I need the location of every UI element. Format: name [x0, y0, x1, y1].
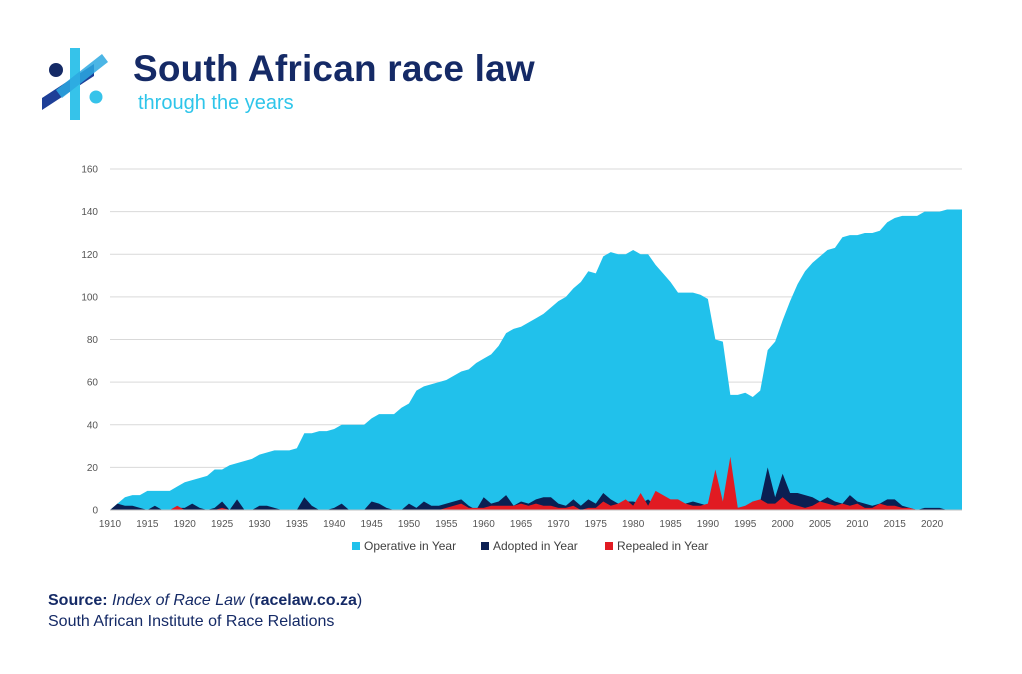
legend-swatch	[481, 542, 489, 550]
area-series-operative-in-year	[110, 209, 962, 511]
source-site[interactable]: racelaw.co.za	[254, 592, 357, 609]
y-tick-label: 140	[81, 207, 98, 218]
x-tick-label: 1980	[622, 519, 645, 530]
legend-item: Operative in Year	[352, 539, 456, 553]
legend-swatch	[352, 542, 360, 550]
legend-swatch	[605, 542, 613, 550]
legend-item: Adopted in Year	[481, 539, 578, 553]
x-tick-label: 1945	[360, 519, 383, 530]
x-tick-label: 2015	[884, 519, 907, 530]
x-tick-label: 1920	[174, 519, 197, 530]
y-tick-label: 160	[81, 165, 98, 176]
x-tick-label: 2005	[809, 519, 832, 530]
race-law-area-chart: 0 20 40 60 80 100 120 140 160 1910 1915 1920 1925 193…	[81, 165, 962, 553]
x-tick-label: 1935	[286, 519, 309, 530]
page-title: South African race law	[133, 48, 535, 89]
x-tick-label: 1915	[136, 519, 159, 530]
legend-label: Adopted in Year	[493, 539, 578, 553]
x-tick-label: 1975	[585, 519, 608, 530]
y-tick-label: 0	[92, 506, 98, 517]
axes: 0 20 40 60 80 100 120 140 160 1910 1915 1920 1925 193…	[81, 165, 962, 530]
source-work: Index of Race Law	[112, 592, 245, 609]
y-tick-label: 40	[87, 420, 99, 431]
source-close-paren: )	[356, 592, 363, 609]
x-tick-label: 1985	[659, 519, 682, 530]
x-tick-label: 1925	[211, 519, 234, 530]
x-tick-label: 2010	[846, 519, 869, 530]
legend-label: Operative in Year	[364, 539, 456, 553]
y-tick-label: 100	[81, 292, 98, 303]
logo-blue-diagonal	[56, 54, 108, 98]
data-areas	[110, 209, 962, 511]
x-tick-label: 1930	[248, 519, 271, 530]
x-tick-label: 1960	[473, 519, 496, 530]
x-tick-label: 2000	[772, 519, 795, 530]
legend-item: Repealed in Year	[605, 539, 708, 553]
legend: Operative in Year Adopted in Year Repealed…	[352, 539, 708, 553]
source-open-paren: (	[244, 592, 255, 609]
legend-label: Repealed in Year	[617, 539, 708, 553]
logo-cyan-dot	[89, 90, 103, 104]
x-tick-label: 1940	[323, 519, 346, 530]
logo-icon	[42, 48, 108, 120]
x-tick-label: 1970	[547, 519, 570, 530]
page-subtitle: through the years	[138, 92, 294, 114]
y-tick-label: 60	[87, 378, 99, 389]
y-tick-label: 20	[87, 463, 99, 474]
x-tick-label: 1955	[435, 519, 458, 530]
x-tick-label: 2020	[921, 519, 944, 530]
y-tick-label: 120	[81, 250, 98, 261]
source-label: Source:	[48, 592, 108, 609]
x-tick-label: 1990	[697, 519, 720, 530]
y-tick-label: 80	[87, 335, 99, 346]
x-tick-label: 1995	[734, 519, 757, 530]
x-tick-label: 1910	[99, 519, 122, 530]
logo-navy-dot	[49, 63, 63, 77]
x-tick-label: 1965	[510, 519, 533, 530]
x-tick-label: 1950	[398, 519, 421, 530]
source-organization: South African Institute of Race Relation…	[48, 613, 335, 630]
source-line: Source: Index of Race Law (racelaw.co.za…	[48, 592, 362, 610]
